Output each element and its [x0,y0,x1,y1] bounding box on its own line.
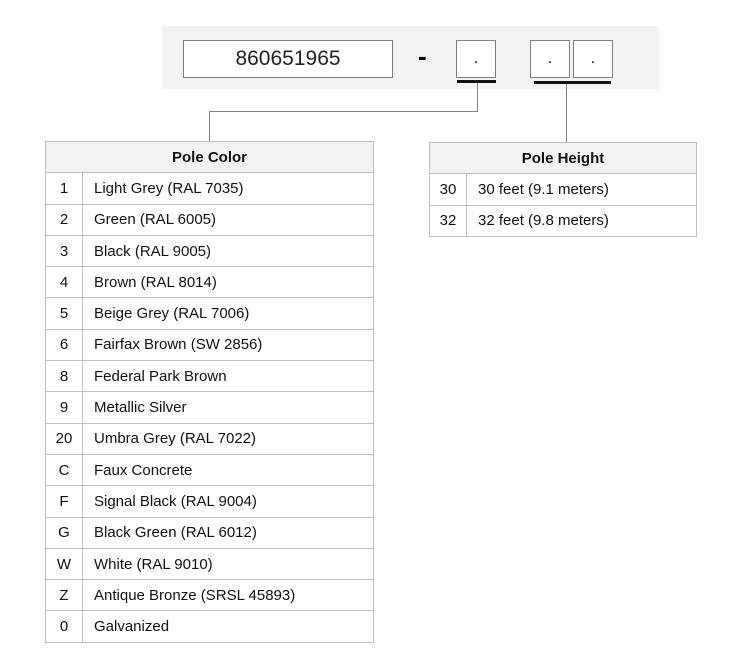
color-underline [457,80,496,83]
option-code: 5 [45,297,83,330]
separator: - [418,41,427,71]
pole-height-table: Pole Height 30 30 feet (9.1 meters) 32 32 f… [429,141,697,237]
option-name: Green (RAL 6005) [82,203,374,236]
table-row: 5 Beige Grey (RAL 7006) [45,297,374,330]
table-row: 8 Federal Park Brown [45,360,374,393]
option-code: 3 [45,234,83,268]
table-row: 30 30 feet (9.1 meters) [429,173,697,206]
option-name: Metallic Silver [82,391,374,424]
table-row: 0 Galvanized [45,610,374,643]
pole-color-title: Pole Color [45,140,374,174]
option-code: W [45,547,83,581]
option-name: Black (RAL 9005) [82,234,374,268]
table-row: F Signal Black (RAL 9004) [45,485,374,518]
option-name: Brown (RAL 8014) [82,266,374,299]
option-name: Umbra Grey (RAL 7022) [82,422,374,455]
height-connector [566,84,567,142]
pole-color-table: Pole Color 1 Light Grey (RAL 7035) 2 Green … [45,140,374,643]
table-row: 20 Umbra Grey (RAL 7022) [45,422,374,455]
table-row: 1 Light Grey (RAL 7035) [45,172,374,205]
option-code: 30 [429,173,467,206]
pole-height-title: Pole Height [429,141,697,175]
option-name: Fairfax Brown (SW 2856) [82,328,374,362]
height-slot-2: . [573,40,613,78]
option-name: Galvanized [82,610,374,643]
option-code: 8 [45,360,83,393]
option-name: White (RAL 9010) [82,547,374,581]
table-row: Z Antique Bronze (SRSL 45893) [45,579,374,612]
option-name: Light Grey (RAL 7035) [82,172,374,205]
base-part-number: 860651965 [183,40,393,78]
option-code: 6 [45,328,83,362]
option-name: 32 feet (9.8 meters) [466,204,697,237]
option-code: 20 [45,422,83,455]
option-code: Z [45,579,83,612]
option-code: C [45,453,83,487]
option-name: Black Green (RAL 6012) [82,516,374,549]
table-row: W White (RAL 9010) [45,547,374,581]
table-row: 2 Green (RAL 6005) [45,203,374,236]
color-connector [209,111,478,112]
table-row: G Black Green (RAL 6012) [45,516,374,549]
color-connector [209,111,210,141]
option-code: 32 [429,204,467,237]
table-row: 9 Metallic Silver [45,391,374,424]
color-connector [477,83,478,112]
table-row: 3 Black (RAL 9005) [45,234,374,268]
option-name: Federal Park Brown [82,360,374,393]
table-row: 6 Fairfax Brown (SW 2856) [45,328,374,362]
option-code: 1 [45,172,83,205]
option-name: 30 feet (9.1 meters) [466,173,697,206]
option-name: Beige Grey (RAL 7006) [82,297,374,330]
option-code: 9 [45,391,83,424]
option-code: F [45,485,83,518]
option-name: Antique Bronze (SRSL 45893) [82,579,374,612]
table-row: 4 Brown (RAL 8014) [45,266,374,299]
option-code: 2 [45,203,83,236]
height-slot-1: . [530,40,570,78]
table-row: 32 32 feet (9.8 meters) [429,204,697,237]
option-name: Signal Black (RAL 9004) [82,485,374,518]
option-code: G [45,516,83,549]
color-slot: . [456,40,496,78]
height-underline [534,81,611,84]
option-code: 0 [45,610,83,643]
option-code: 4 [45,266,83,299]
option-name: Faux Concrete [82,453,374,487]
table-row: C Faux Concrete [45,453,374,487]
